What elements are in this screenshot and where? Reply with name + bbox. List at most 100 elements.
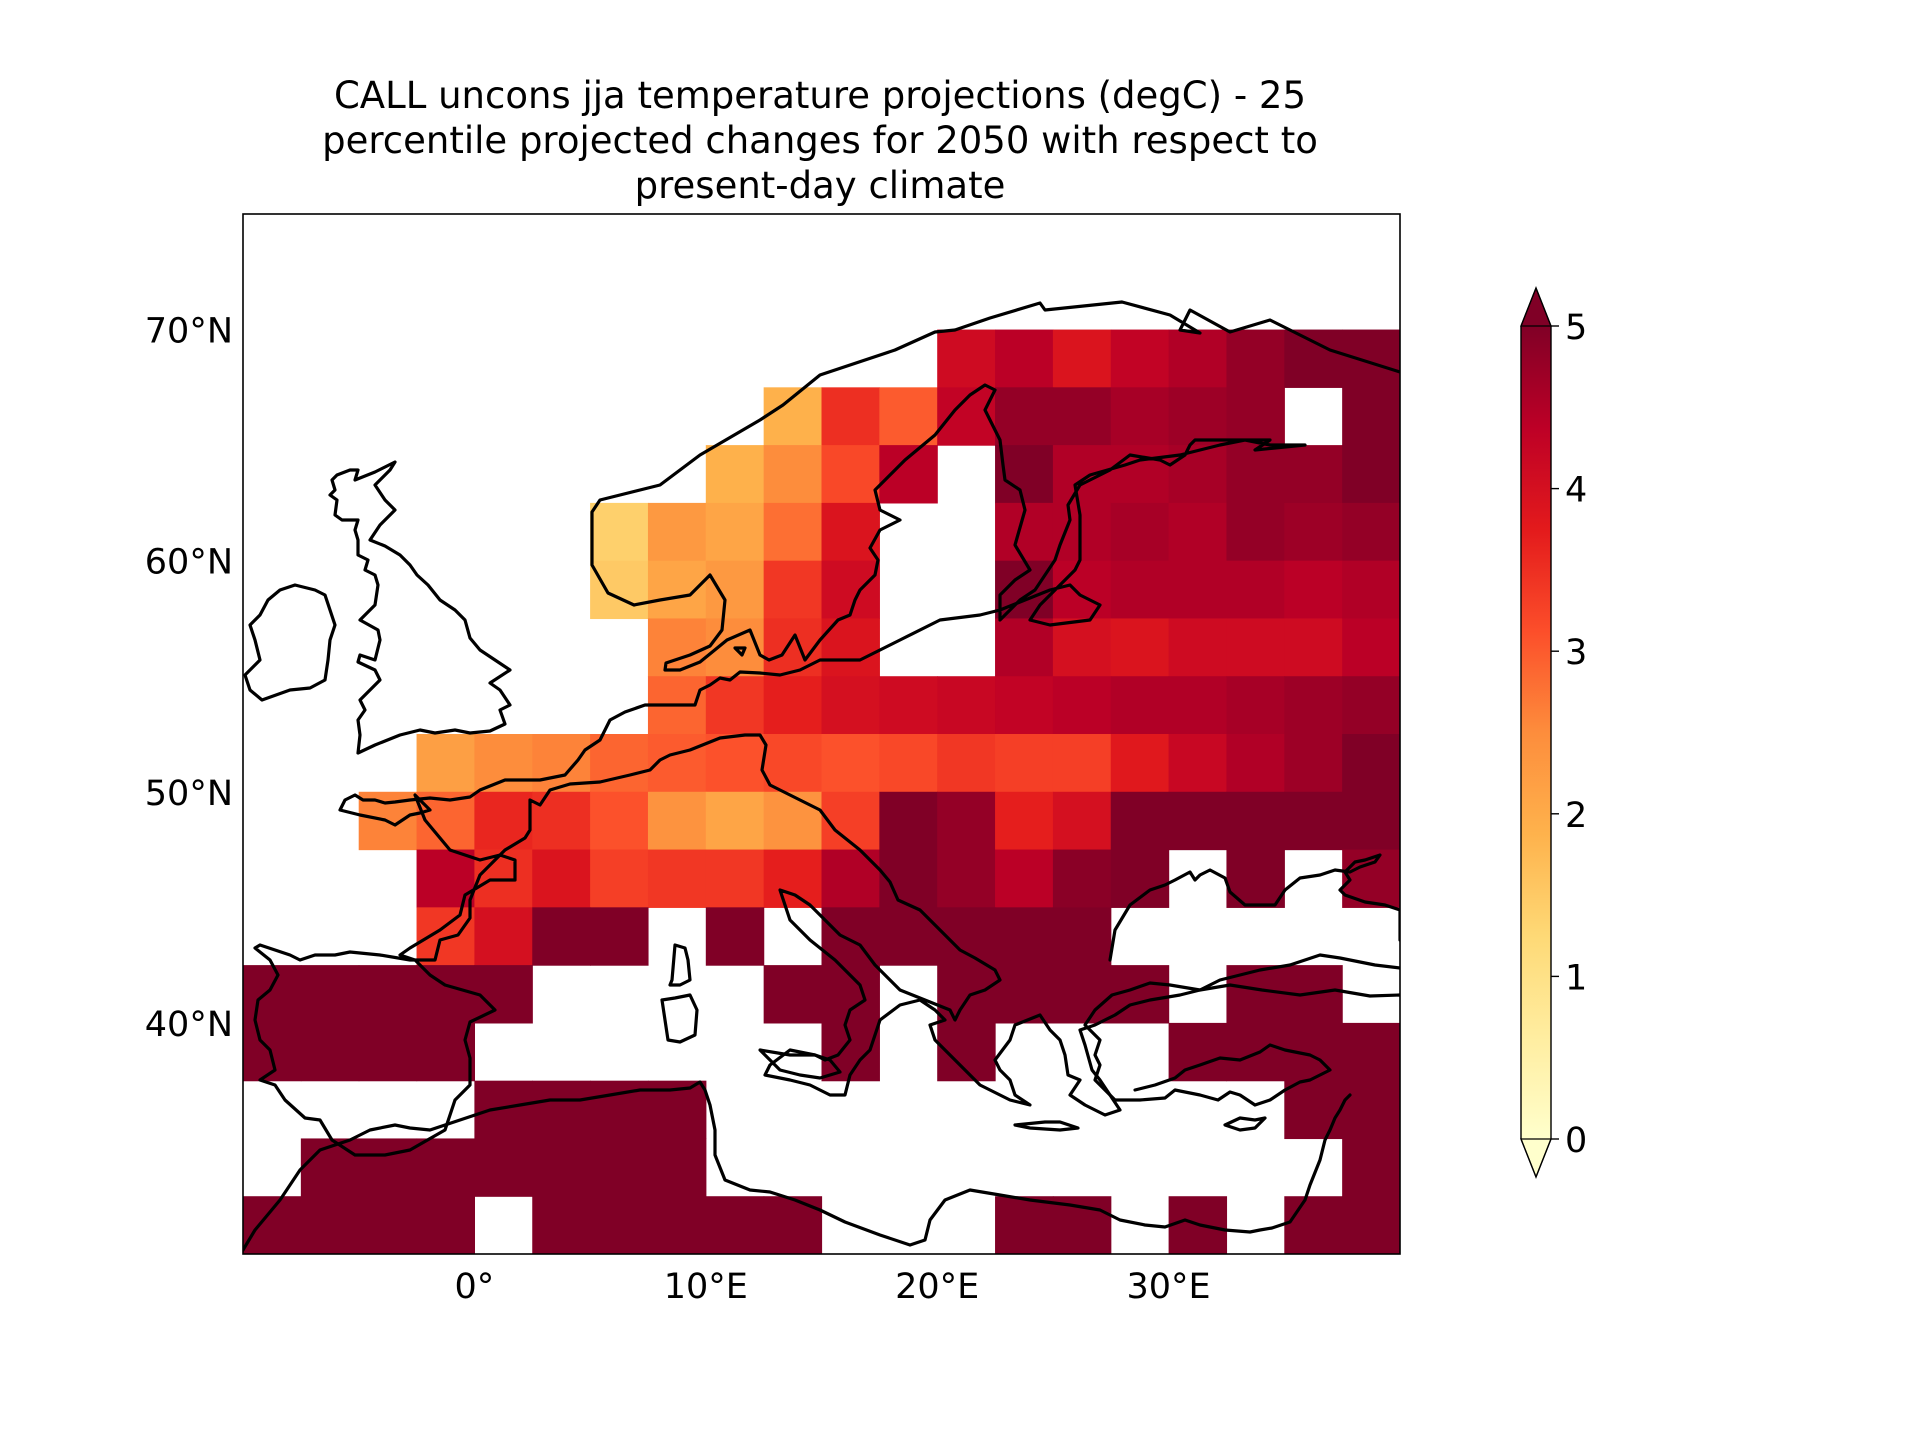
grid-cell [474, 1138, 533, 1197]
grid-cell [705, 676, 765, 735]
colorbar-extend-min [1520, 1138, 1552, 1179]
grid-cell [995, 849, 1054, 908]
coastline-black-sea [1108, 853, 1400, 962]
longitude-tick-labels: 0° 10°E 20°E 30°E [455, 1267, 1211, 1307]
coastline-crete [1013, 1120, 1080, 1132]
grid-cell [1110, 560, 1170, 620]
colorbar-tick-label: 0 [1565, 1121, 1587, 1161]
grid-cell [937, 329, 996, 388]
grid-cell [879, 676, 938, 735]
grid-cell [1168, 676, 1228, 735]
grid-cell [705, 734, 765, 793]
grid-cell [821, 387, 880, 446]
title-line-1: CALL uncons jja temperature projections … [334, 74, 1306, 117]
grid-cell [1052, 734, 1112, 793]
grid-cell [243, 1196, 302, 1254]
colorbar-tick-label: 4 [1565, 471, 1587, 511]
grid-cell [995, 791, 1054, 851]
latitude-tick-labels: 70°N 60°N 50°N 40°N [145, 312, 233, 1045]
grid-cell [995, 618, 1054, 677]
grid-cell [821, 849, 880, 908]
grid-cell [1342, 791, 1400, 851]
grid-cell [1226, 618, 1285, 677]
grid-cell [763, 502, 823, 562]
grid-cell [937, 849, 996, 908]
longitude-tick-label: 20°E [895, 1267, 979, 1307]
coastline-cyprus [1223, 1116, 1267, 1132]
grid-cell [1342, 618, 1400, 677]
grid-cell [1110, 387, 1170, 446]
grid-cell [1168, 791, 1228, 851]
grid-cell [358, 1138, 418, 1197]
grid-cell [1110, 445, 1170, 504]
grid-cell [1342, 502, 1400, 562]
grid-cell [763, 1196, 823, 1254]
grid-cell [937, 791, 996, 851]
grid-cell [416, 1196, 475, 1254]
grid-cell [532, 791, 591, 851]
grid-cell [1168, 618, 1228, 677]
title-line-2: percentile projected changes for 2050 wi… [322, 119, 1318, 162]
grid-cell [705, 1196, 765, 1254]
grid-cell [1052, 329, 1112, 388]
grid-cell [1226, 965, 1285, 1024]
grid-cell [1226, 502, 1285, 562]
grid-cell [590, 791, 649, 851]
grid-cell [821, 734, 880, 793]
grid-cell [1110, 329, 1170, 388]
colorbar-tick-label: 2 [1565, 796, 1587, 836]
grid-cell [1284, 560, 1343, 620]
grid-cell [879, 907, 938, 966]
grid-cell [300, 1196, 360, 1254]
map-title: CALL uncons jja temperature projections … [322, 74, 1318, 207]
grid-cell [1226, 676, 1285, 735]
grid-cell [532, 1080, 591, 1140]
grid-cell [647, 849, 707, 908]
grid-cell [1284, 1080, 1343, 1140]
grid-cell [358, 1196, 418, 1254]
grid-cell [1342, 560, 1400, 620]
grid-cell [416, 1022, 475, 1082]
coastline-corsica-sardinia [660, 943, 699, 1044]
grid-cell [1052, 965, 1112, 1024]
temperature-grid [243, 329, 1400, 1254]
grid-cell [1342, 734, 1400, 793]
colorbar-ticks: 0 1 2 3 4 5 [1551, 308, 1587, 1161]
grid-cell [705, 849, 765, 908]
colorbar-tick-label: 1 [1565, 958, 1587, 998]
grid-cell [532, 907, 591, 966]
grid-cell [763, 445, 823, 504]
grid-cell [647, 1138, 707, 1197]
grid-cell [995, 734, 1054, 793]
grid-cell [1342, 329, 1400, 388]
grid-cell [1284, 618, 1343, 677]
grid-cell [1284, 791, 1343, 851]
grid-cell [647, 560, 707, 620]
grid-cell [1342, 387, 1400, 446]
grid-cell [1342, 1196, 1400, 1254]
grid-cell [1284, 676, 1343, 735]
grid-cell [1284, 1196, 1343, 1254]
grid-cell [1342, 1138, 1400, 1197]
grid-cell [1052, 502, 1112, 562]
grid-cell [1284, 329, 1343, 388]
grid-cell [995, 387, 1054, 446]
grid-cell [705, 791, 765, 851]
coastline-turkey-levant [1083, 981, 1400, 1107]
grid-cell [1342, 1080, 1400, 1140]
grid-cell [1052, 676, 1112, 735]
grid-cell [821, 676, 880, 735]
colorbar-gradient [1521, 326, 1551, 1139]
grid-cell [416, 849, 475, 908]
grid-cell [416, 965, 475, 1024]
grid-cell [1052, 907, 1112, 966]
grid-cell [1110, 502, 1170, 562]
map-frame [242, 213, 1401, 1255]
grid-cell [358, 965, 418, 1024]
coastline-gotland-baltic-islands [733, 646, 747, 657]
grid-cell [879, 445, 938, 504]
latitude-tick-label: 70°N [145, 312, 233, 352]
grid-cell [590, 560, 649, 620]
coastlines [243, 300, 1400, 1252]
